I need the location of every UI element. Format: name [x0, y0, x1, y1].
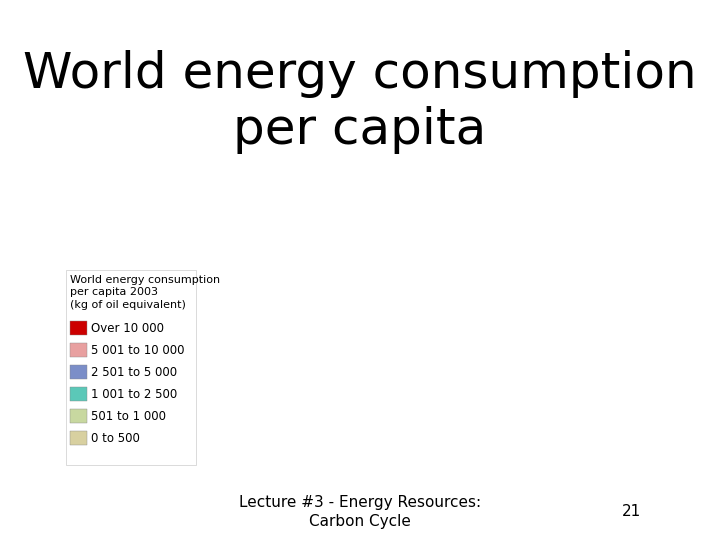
Bar	[71, 321, 87, 335]
Text: Lecture #3 - Energy Resources:
Carbon Cycle: Lecture #3 - Energy Resources: Carbon Cy…	[239, 495, 481, 529]
Bar	[71, 409, 87, 423]
FancyBboxPatch shape	[66, 270, 197, 465]
Text: 5 001 to 10 000: 5 001 to 10 000	[91, 343, 185, 356]
Text: Over 10 000: Over 10 000	[91, 321, 164, 334]
Text: 1 001 to 2 500: 1 001 to 2 500	[91, 388, 178, 401]
Text: 0 to 500: 0 to 500	[91, 431, 140, 444]
Bar	[71, 365, 87, 379]
Text: 2 501 to 5 000: 2 501 to 5 000	[91, 366, 178, 379]
Text: World energy consumption
per capita: World energy consumption per capita	[23, 50, 697, 153]
Text: 501 to 1 000: 501 to 1 000	[91, 409, 166, 422]
Bar	[71, 431, 87, 445]
Bar	[71, 387, 87, 401]
Text: 21: 21	[622, 504, 642, 519]
Bar	[71, 343, 87, 357]
Text: World energy consumption
per capita 2003
(kg of oil equivalent): World energy consumption per capita 2003…	[71, 275, 220, 310]
